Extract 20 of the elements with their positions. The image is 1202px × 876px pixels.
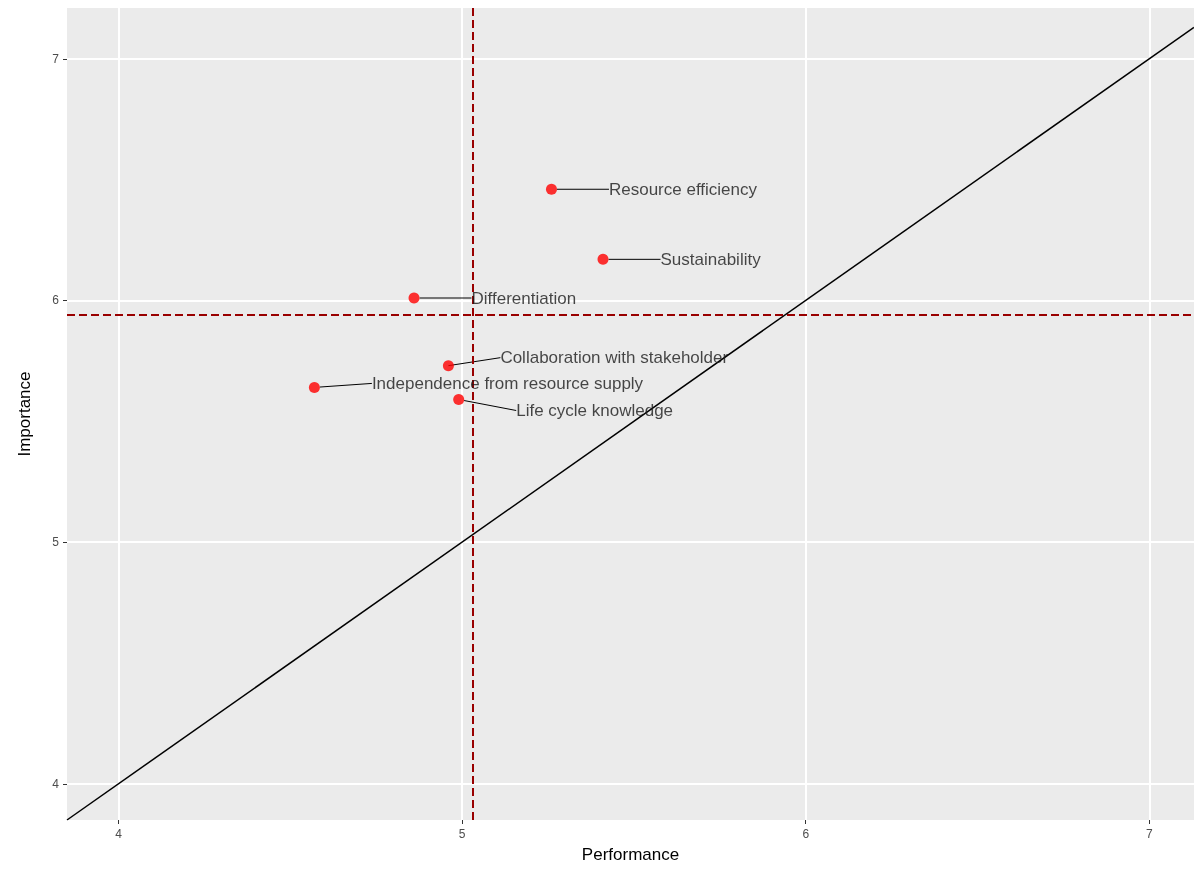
- y-axis-title: Importance: [15, 371, 34, 457]
- point: [453, 394, 465, 405]
- y-tick-label: 6: [52, 293, 60, 308]
- annotation: Independence from resource supply: [371, 373, 644, 393]
- x-tick-label: 6: [802, 827, 810, 841]
- annotation: Resource efficiency: [608, 179, 758, 199]
- point: [545, 183, 557, 195]
- point: [597, 253, 609, 265]
- annotation: Differentiation: [471, 288, 577, 308]
- annotation: Sustainability: [660, 249, 762, 269]
- y-tick-label: 4: [52, 776, 60, 791]
- x-tick-label: 4: [115, 827, 123, 841]
- point: [408, 292, 420, 304]
- y-tick-label: 7: [52, 51, 60, 66]
- point: [308, 381, 320, 393]
- point: [442, 360, 454, 372]
- x-tick-label: 7: [1145, 827, 1153, 841]
- x-axis-title: Performance: [581, 845, 680, 864]
- x-tick-label: 5: [458, 827, 466, 841]
- y-tick-label: 5: [52, 535, 60, 550]
